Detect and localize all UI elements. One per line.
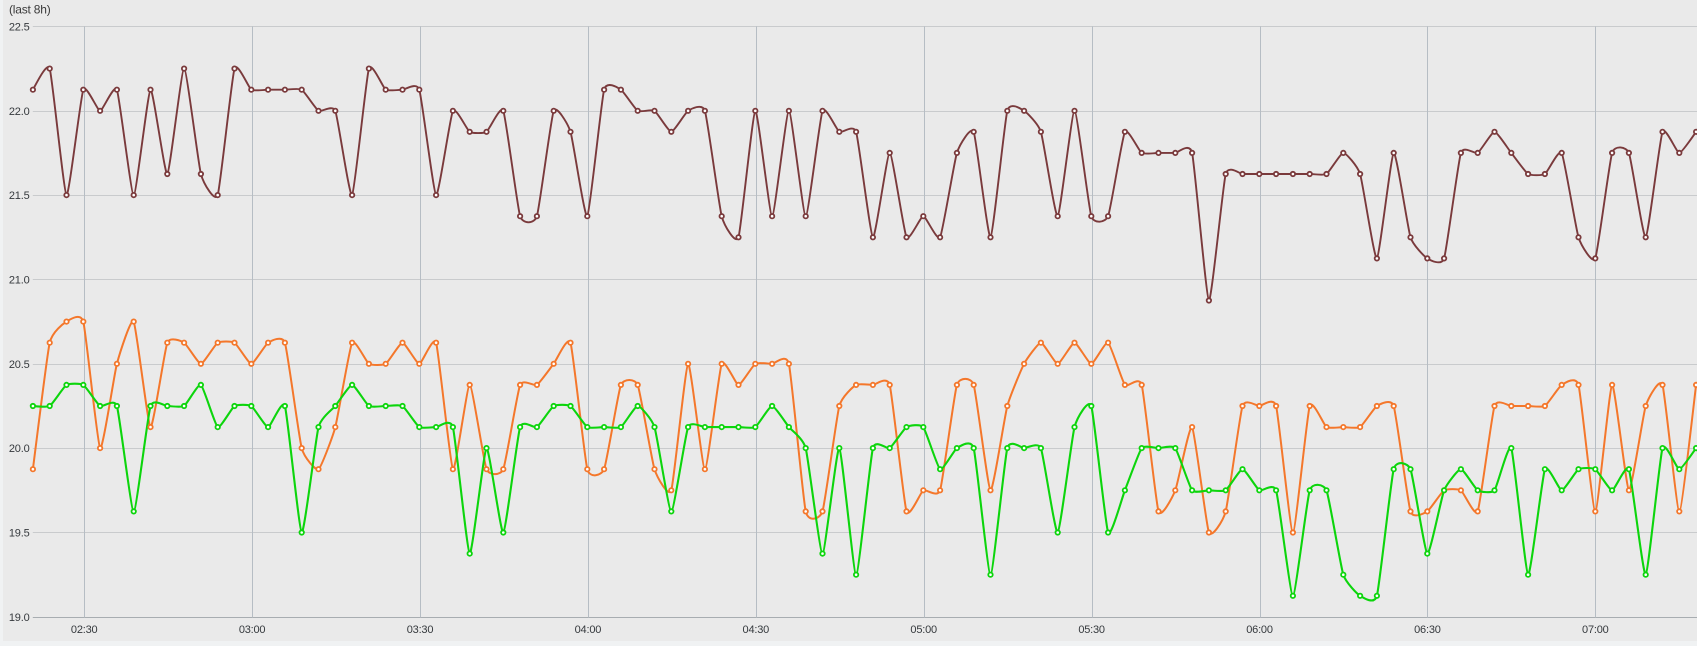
svg-text:04:30: 04:30: [743, 624, 770, 636]
svg-text:21.5: 21.5: [9, 190, 30, 202]
svg-text:05:00: 05:00: [910, 624, 937, 636]
svg-text:06:00: 06:00: [1246, 624, 1273, 636]
svg-text:05:30: 05:30: [1078, 624, 1105, 636]
svg-text:07:00: 07:00: [1582, 624, 1609, 636]
svg-text:22.5: 22.5: [9, 21, 30, 33]
svg-text:06:30: 06:30: [1414, 624, 1441, 636]
svg-text:02:30: 02:30: [71, 624, 98, 636]
svg-text:20.0: 20.0: [9, 443, 30, 455]
svg-text:03:00: 03:00: [239, 624, 266, 636]
svg-text:(last 8h): (last 8h): [9, 3, 51, 17]
svg-text:19.0: 19.0: [9, 612, 30, 624]
svg-text:20.5: 20.5: [9, 359, 30, 371]
svg-text:03:30: 03:30: [407, 624, 434, 636]
svg-text:04:00: 04:00: [575, 624, 602, 636]
svg-text:19.5: 19.5: [9, 528, 30, 540]
svg-text:22.0: 22.0: [9, 106, 30, 118]
svg-text:21.0: 21.0: [9, 274, 30, 286]
